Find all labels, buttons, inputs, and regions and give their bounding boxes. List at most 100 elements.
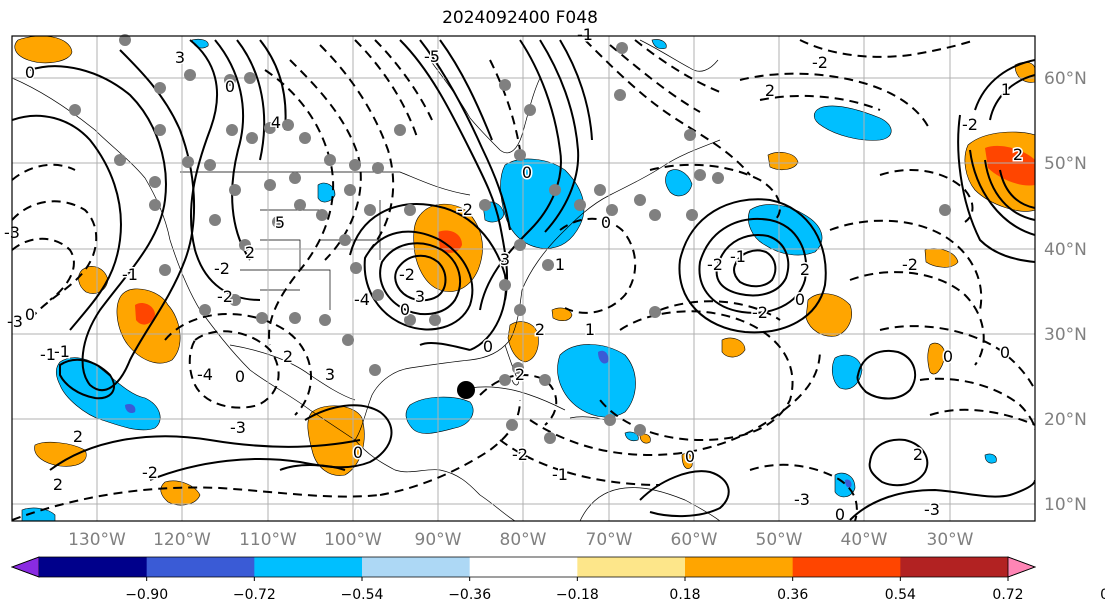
contour-label: 2 bbox=[765, 81, 775, 100]
cool-patch bbox=[748, 204, 823, 256]
contour-label: 2 bbox=[1013, 145, 1023, 164]
colorbar-tick-label: 0.72 bbox=[992, 587, 1023, 603]
contour-label: 2 bbox=[245, 243, 255, 262]
contour-label: 0 bbox=[353, 443, 363, 462]
obs-dot bbox=[604, 414, 616, 426]
warm-core bbox=[135, 303, 155, 325]
contour-label: -2 bbox=[399, 265, 415, 284]
cool-patch bbox=[651, 39, 667, 50]
obs-dot bbox=[514, 304, 526, 316]
warm-patch bbox=[14, 36, 73, 64]
obs-dot bbox=[114, 154, 126, 166]
obs-dot bbox=[154, 124, 166, 136]
contour-positive bbox=[698, 218, 807, 314]
obs-dot bbox=[154, 82, 166, 94]
contour-negative bbox=[929, 408, 1035, 426]
warm-patch bbox=[116, 288, 181, 364]
contour-label: -2 bbox=[812, 53, 828, 72]
obs-dot bbox=[634, 194, 646, 206]
colorbar-segment bbox=[577, 557, 686, 577]
contour-label: 2 bbox=[515, 365, 525, 384]
colorbar-tick-label: 0.18 bbox=[669, 587, 700, 603]
colorbar-segment bbox=[362, 557, 471, 577]
contour-positive bbox=[49, 435, 361, 471]
colorbar-segment bbox=[469, 557, 578, 577]
storm-center-marker bbox=[457, 381, 475, 399]
lat-label: 20°N bbox=[1044, 410, 1087, 430]
warm-patch bbox=[767, 152, 799, 171]
contour-positive bbox=[539, 39, 580, 233]
colorbar-tick-label: 0.54 bbox=[885, 587, 916, 603]
obs-dot bbox=[499, 79, 511, 91]
coastline-greenland bbox=[639, 39, 719, 72]
warm-core bbox=[985, 145, 1035, 186]
contour-label: 1 bbox=[1001, 80, 1011, 99]
contour-positive bbox=[559, 39, 593, 141]
obs-dot bbox=[239, 239, 251, 251]
obs-dot bbox=[246, 132, 258, 144]
coastline-florida bbox=[504, 344, 519, 386]
lon-label: 30°W bbox=[927, 530, 974, 550]
contour-positive bbox=[149, 404, 393, 481]
contour-label: -3 bbox=[230, 418, 246, 437]
obs-dot bbox=[289, 312, 301, 324]
contour-negative bbox=[879, 325, 1035, 391]
contour-label: 3 bbox=[500, 250, 510, 269]
obs-dot bbox=[539, 374, 551, 386]
obs-dot bbox=[544, 432, 556, 444]
cool-patch bbox=[317, 182, 336, 203]
contour-label: -3 bbox=[924, 500, 940, 519]
obs-dot bbox=[514, 149, 526, 161]
contour-label: -1 bbox=[577, 25, 593, 44]
warm-patch bbox=[721, 337, 746, 358]
contour-positive bbox=[999, 169, 1035, 209]
warm-patch bbox=[34, 441, 87, 467]
obs-dot bbox=[149, 176, 161, 188]
lon-label: 60°W bbox=[671, 530, 718, 550]
obs-dot bbox=[342, 334, 354, 346]
cool-core bbox=[125, 403, 136, 414]
contour-label: 2 bbox=[800, 260, 810, 279]
cool-core bbox=[845, 479, 852, 488]
obs-dot bbox=[324, 154, 336, 166]
obs-dot bbox=[499, 374, 511, 386]
obs-dot bbox=[649, 306, 661, 318]
contour-negative bbox=[374, 39, 433, 121]
obs-dot bbox=[649, 209, 661, 221]
contour-negative bbox=[799, 39, 976, 58]
contour-label: -5 bbox=[424, 47, 440, 66]
obs-dot bbox=[712, 172, 724, 184]
obs-dot bbox=[349, 159, 361, 171]
contour-label: -2 bbox=[962, 115, 978, 134]
obs-dot bbox=[182, 156, 194, 168]
contour-negative bbox=[529, 349, 821, 457]
obs-dot bbox=[499, 279, 511, 291]
contour-label: -2 bbox=[512, 445, 528, 464]
lon-label: 50°W bbox=[756, 530, 803, 550]
warm-patch bbox=[639, 433, 651, 444]
warm-patch bbox=[927, 342, 946, 375]
cool-patch bbox=[500, 158, 585, 249]
obs-dot bbox=[614, 89, 626, 101]
warm-patch bbox=[551, 307, 573, 321]
contour-positive bbox=[236, 39, 266, 161]
warm-patch bbox=[805, 293, 852, 337]
warm-patch bbox=[160, 480, 201, 506]
contour-label-layer: 002-2-23-1-12-3-3-545-4230-3-22-2300-4-1… bbox=[3, 24, 1025, 526]
coastline-south-america bbox=[579, 487, 721, 521]
contour-label: 0 bbox=[25, 305, 35, 324]
obs-dot bbox=[404, 314, 416, 326]
obs-dot bbox=[514, 239, 526, 251]
cool-core bbox=[598, 350, 609, 364]
contour-negative bbox=[759, 94, 881, 111]
contour-positive bbox=[639, 470, 730, 518]
contour-positive bbox=[989, 74, 1035, 121]
contour-label: 2 bbox=[535, 320, 545, 339]
obs-dot bbox=[319, 314, 331, 326]
obs-dot bbox=[316, 209, 328, 221]
contour-label: 0 bbox=[1000, 343, 1010, 362]
contour-negative bbox=[739, 72, 931, 131]
cool-patch bbox=[405, 396, 474, 434]
coastline-atlantic-na bbox=[521, 139, 721, 291]
contour-positive bbox=[868, 438, 929, 487]
